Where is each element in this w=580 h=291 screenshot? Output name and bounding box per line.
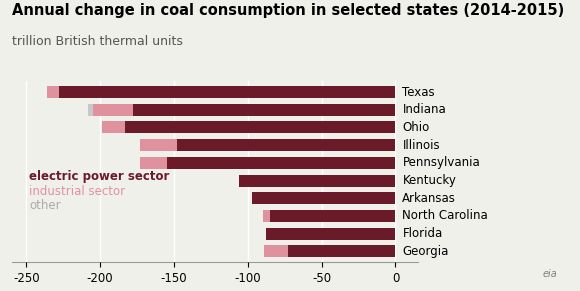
Text: Florida: Florida — [403, 227, 443, 240]
Text: electric power sector: electric power sector — [30, 171, 170, 184]
Text: industrial sector: industrial sector — [30, 185, 125, 198]
Text: Indiana: Indiana — [403, 103, 446, 116]
Text: eia: eia — [542, 269, 557, 279]
Bar — [270, 210, 396, 222]
Bar — [140, 139, 177, 151]
Bar — [239, 175, 396, 187]
Bar — [264, 245, 288, 257]
Text: Pennsylvania: Pennsylvania — [403, 156, 480, 169]
Bar — [93, 104, 133, 116]
Text: Illinois: Illinois — [403, 139, 440, 152]
Bar — [102, 121, 125, 134]
Text: trillion British thermal units: trillion British thermal units — [12, 35, 183, 48]
Bar — [166, 157, 396, 169]
Bar — [47, 86, 59, 98]
Bar — [177, 139, 396, 151]
Bar — [88, 104, 93, 116]
Bar — [59, 86, 396, 98]
Bar — [140, 157, 166, 169]
Text: Ohio: Ohio — [403, 121, 430, 134]
Text: Annual change in coal consumption in selected states (2014-2015): Annual change in coal consumption in sel… — [12, 3, 564, 18]
Bar — [263, 210, 270, 222]
Bar — [125, 121, 396, 134]
Text: Texas: Texas — [403, 86, 435, 99]
Text: Georgia: Georgia — [403, 245, 449, 258]
Text: Kentucky: Kentucky — [403, 174, 456, 187]
Text: Arkansas: Arkansas — [403, 192, 456, 205]
Text: other: other — [30, 199, 61, 212]
Bar — [252, 192, 396, 204]
Bar — [133, 104, 396, 116]
Text: North Carolina: North Carolina — [403, 210, 488, 222]
Bar — [288, 245, 396, 257]
Bar — [266, 228, 396, 239]
